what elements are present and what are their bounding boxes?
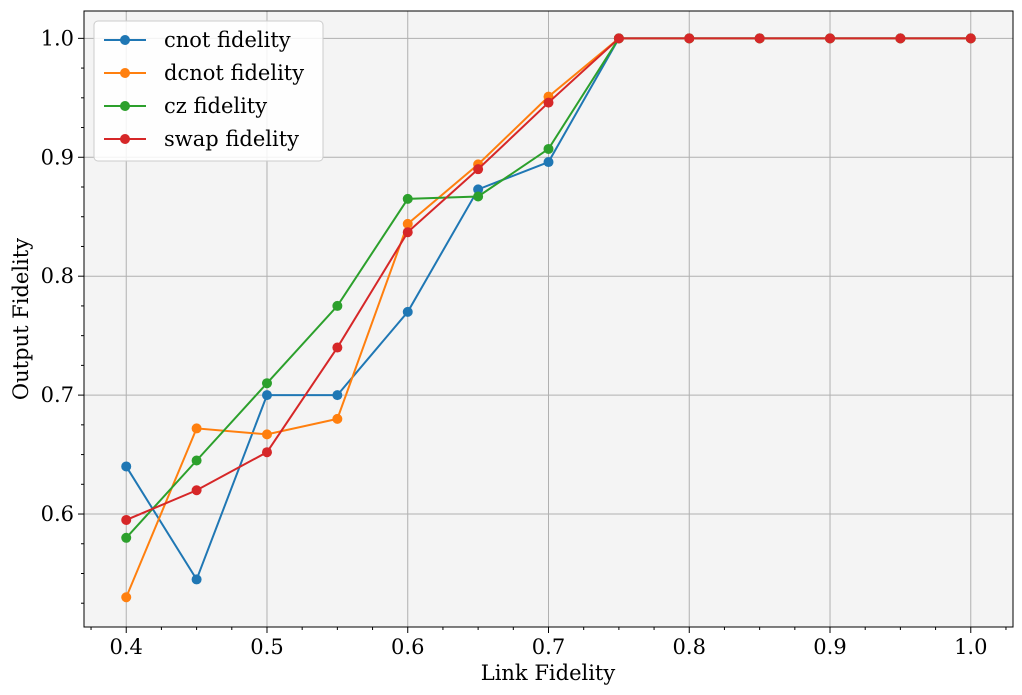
y-tick-label: 1.0: [41, 26, 74, 50]
data-point: [825, 33, 836, 44]
legend: cnot fidelity dcnot fidelity cz fidelity sw…: [93, 20, 324, 162]
x-tick-label: 0.5: [250, 635, 283, 659]
x-tick-label: 0.8: [673, 635, 706, 659]
data-point: [191, 423, 202, 434]
legend-label: swap fidelity: [164, 127, 299, 151]
legend-item: cz fidelity: [104, 94, 267, 118]
data-point: [332, 300, 343, 311]
data-point: [332, 342, 343, 353]
data-point: [473, 164, 484, 175]
data-point: [754, 33, 765, 44]
x-axis: 0.4 0.5 0.6 0.7 0.8 0.9 1.0: [110, 627, 987, 659]
legend-swatch-marker: [120, 134, 130, 144]
data-point: [332, 390, 343, 401]
data-point: [121, 514, 132, 525]
legend-item: swap fidelity: [104, 127, 299, 151]
data-point: [332, 413, 343, 424]
data-point: [121, 532, 132, 543]
legend-swatch-marker: [120, 101, 130, 111]
x-tick-label: 0.4: [110, 635, 143, 659]
data-point: [402, 193, 413, 204]
data-point: [402, 218, 413, 229]
data-point: [261, 447, 272, 458]
data-point: [402, 306, 413, 317]
y-axis: 0.6 0.7 0.8 0.9 1.0: [41, 26, 84, 526]
data-point: [191, 485, 202, 496]
legend-item: cnot fidelity: [104, 28, 291, 52]
legend-label: cz fidelity: [164, 94, 267, 118]
x-tick-label: 0.9: [813, 635, 846, 659]
data-point: [121, 461, 132, 472]
data-point: [261, 390, 272, 401]
y-axis-title: Output Fidelity: [9, 238, 33, 400]
data-point: [261, 378, 272, 389]
x-axis-title: Link Fidelity: [481, 661, 616, 685]
x-tick-label: 1.0: [954, 635, 987, 659]
data-point: [473, 184, 484, 195]
data-point: [473, 191, 484, 202]
data-point: [965, 33, 976, 44]
legend-item: dcnot fidelity: [104, 61, 304, 85]
series-3: [121, 33, 976, 525]
data-point: [261, 429, 272, 440]
data-point: [543, 157, 554, 168]
data-point: [402, 227, 413, 238]
data-point: [543, 97, 554, 108]
y-tick-label: 0.8: [41, 264, 74, 288]
data-point: [895, 33, 906, 44]
x-tick-label: 0.6: [391, 635, 424, 659]
y-tick-label: 0.9: [41, 145, 74, 169]
y-tick-label: 0.7: [41, 383, 74, 407]
legend-label: dcnot fidelity: [164, 61, 304, 85]
data-point: [684, 33, 695, 44]
legend-swatch-marker: [120, 68, 130, 78]
data-point: [191, 455, 202, 466]
legend-swatch-marker: [120, 35, 130, 45]
legend-label: cnot fidelity: [164, 28, 291, 52]
data-point: [191, 574, 202, 585]
data-point: [121, 592, 132, 603]
data-point: [613, 33, 624, 44]
series-layer: [121, 33, 976, 603]
y-tick-label: 0.6: [41, 502, 74, 526]
x-tick-label: 0.7: [532, 635, 565, 659]
data-point: [543, 143, 554, 154]
legend-box: [93, 20, 324, 162]
